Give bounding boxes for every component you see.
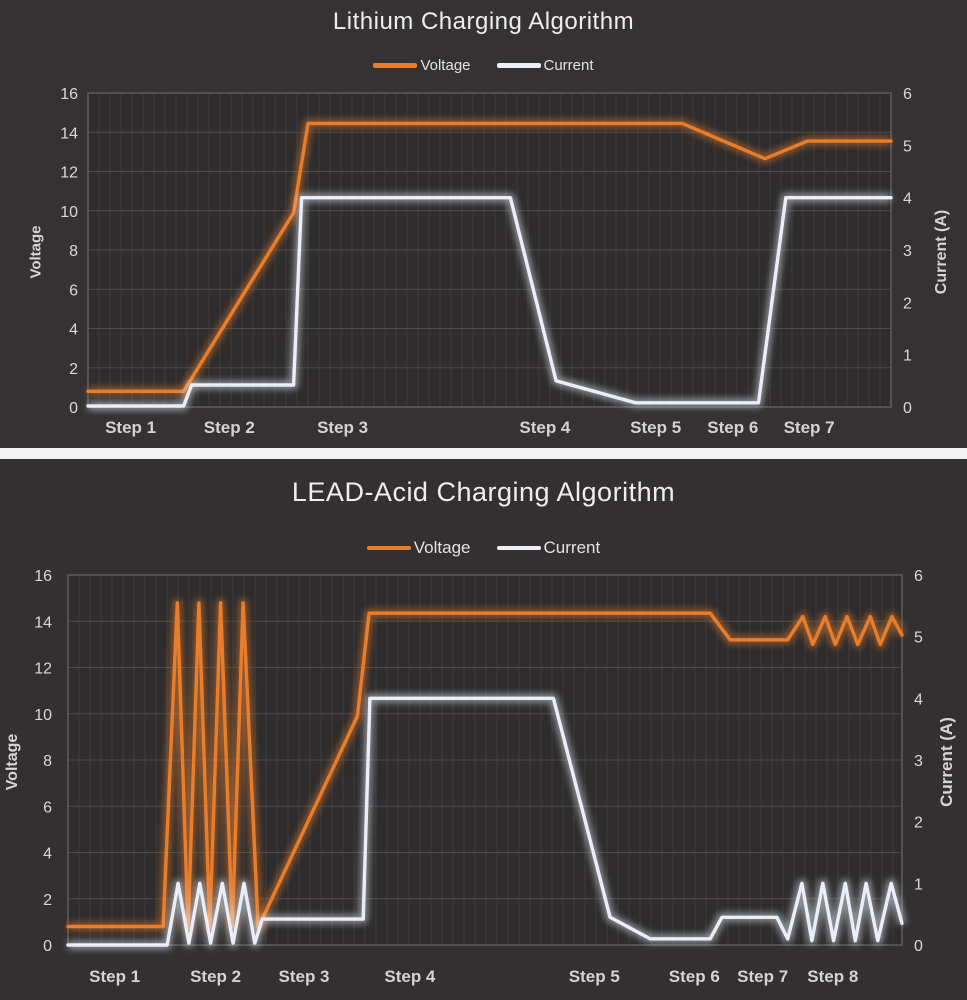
right-axis-tick-label: 3 [914, 753, 923, 770]
legend-item-current: Current [496, 57, 594, 74]
left-axis-tick-label: 8 [43, 753, 52, 770]
right-axis-tick-label: 3 [903, 243, 912, 260]
legend-label: Current [543, 57, 594, 74]
x-axis-step-label: Step 4 [519, 418, 571, 437]
series-voltage-line [66, 601, 904, 930]
left-axis-tick-label: 16 [60, 86, 78, 103]
left-axis-tick-label: 16 [34, 568, 52, 585]
right-axis-tick-label: 1 [914, 876, 923, 893]
legend-swatch-current [496, 63, 541, 68]
legend-item-voltage: Voltage [366, 538, 471, 558]
x-axis-step-label: Step 2 [190, 967, 241, 986]
chart-title: LEAD-Acid Charging Algorithm [291, 477, 676, 507]
right-axis-tick-label: 6 [914, 568, 923, 585]
x-axis-step-label: Step 6 [707, 418, 758, 437]
legend: Voltage Current [0, 538, 967, 558]
right-axis-tick-label: 4 [903, 191, 912, 208]
left-axis-tick-label: 0 [43, 938, 52, 955]
legend-item-voltage: Voltage [373, 57, 471, 74]
left-axis-title: Voltage [27, 225, 45, 279]
x-axis-step-label: Step 7 [784, 418, 835, 437]
left-axis-tick-label: 6 [43, 799, 52, 816]
left-axis-tick-label: 10 [34, 707, 52, 724]
right-axis-tick-label: 2 [903, 295, 912, 312]
x-axis-step-label: Step 7 [737, 967, 788, 986]
right-axis-tick-label: 0 [903, 400, 912, 417]
left-axis-title: Voltage [4, 733, 21, 791]
legend-swatch-current [496, 545, 541, 551]
left-axis-tick-label: 4 [43, 846, 52, 863]
left-axis-tick-label: 14 [34, 614, 52, 631]
left-axis-tick-label: 6 [69, 282, 78, 299]
right-axis-title: Current (A) [937, 717, 956, 807]
legend-swatch-voltage [373, 63, 418, 68]
chart-title: Lithium Charging Algorithm [332, 8, 635, 35]
x-axis-step-label: Step 1 [89, 967, 140, 986]
left-axis-tick-label: 10 [60, 204, 78, 221]
x-axis-step-label: Step 4 [384, 967, 436, 986]
legend-swatch-voltage [366, 545, 411, 551]
right-axis-tick-label: 2 [914, 815, 923, 832]
x-axis-step-label: Step 5 [630, 418, 681, 437]
left-axis-tick-label: 4 [69, 322, 78, 339]
x-axis-step-label: Step 3 [278, 967, 329, 986]
right-axis-title: Current (A) [933, 209, 950, 295]
right-axis-tick-label: 5 [914, 630, 923, 647]
left-axis-tick-label: 12 [34, 661, 52, 678]
left-axis-tick-label: 2 [43, 892, 52, 909]
series-current-line [66, 696, 904, 947]
chart-divider [0, 448, 967, 459]
left-axis-tick-label: 14 [60, 125, 78, 142]
right-axis-tick-label: 0 [914, 938, 923, 955]
lead-acid-chart: 0 2 4 6 8 10 12 14 16 0 1 2 3 4 5 6 Step 1 Step 2 Step 3 St… [0, 459, 967, 1000]
x-axis-step-label: Step 6 [669, 967, 720, 986]
series-voltage-line [86, 121, 893, 393]
plot-border [87, 92, 892, 408]
left-axis-tick-label: 12 [60, 165, 78, 182]
lithium-chart: 0 2 4 6 8 10 12 14 16 0 1 2 3 4 5 6 Step 1 Step 2 Step 3 St… [0, 0, 967, 449]
right-axis-tick-label: 6 [903, 86, 912, 103]
left-axis-tick-label: 2 [69, 361, 78, 378]
left-axis-tick-label: 0 [69, 400, 78, 417]
legend: Voltage Current [0, 57, 967, 74]
right-axis-tick-label: 5 [903, 138, 912, 155]
plot-border [67, 574, 903, 946]
x-axis-step-label: Step 5 [569, 967, 620, 986]
legend-item-current: Current [496, 538, 601, 558]
left-axis-tick-label: 8 [69, 243, 78, 260]
x-axis-step-label: Step 8 [807, 967, 858, 986]
legend-label: Voltage [413, 538, 471, 557]
series-current-line [86, 196, 893, 408]
right-axis-tick-label: 1 [903, 348, 912, 365]
right-axis-tick-label: 4 [914, 691, 923, 708]
x-axis-step-label: Step 3 [317, 418, 368, 437]
x-axis-step-label: Step 2 [204, 418, 255, 437]
x-axis-step-label: Step 1 [105, 418, 156, 437]
legend-label: Voltage [420, 57, 471, 74]
legend-label: Current [543, 538, 601, 557]
